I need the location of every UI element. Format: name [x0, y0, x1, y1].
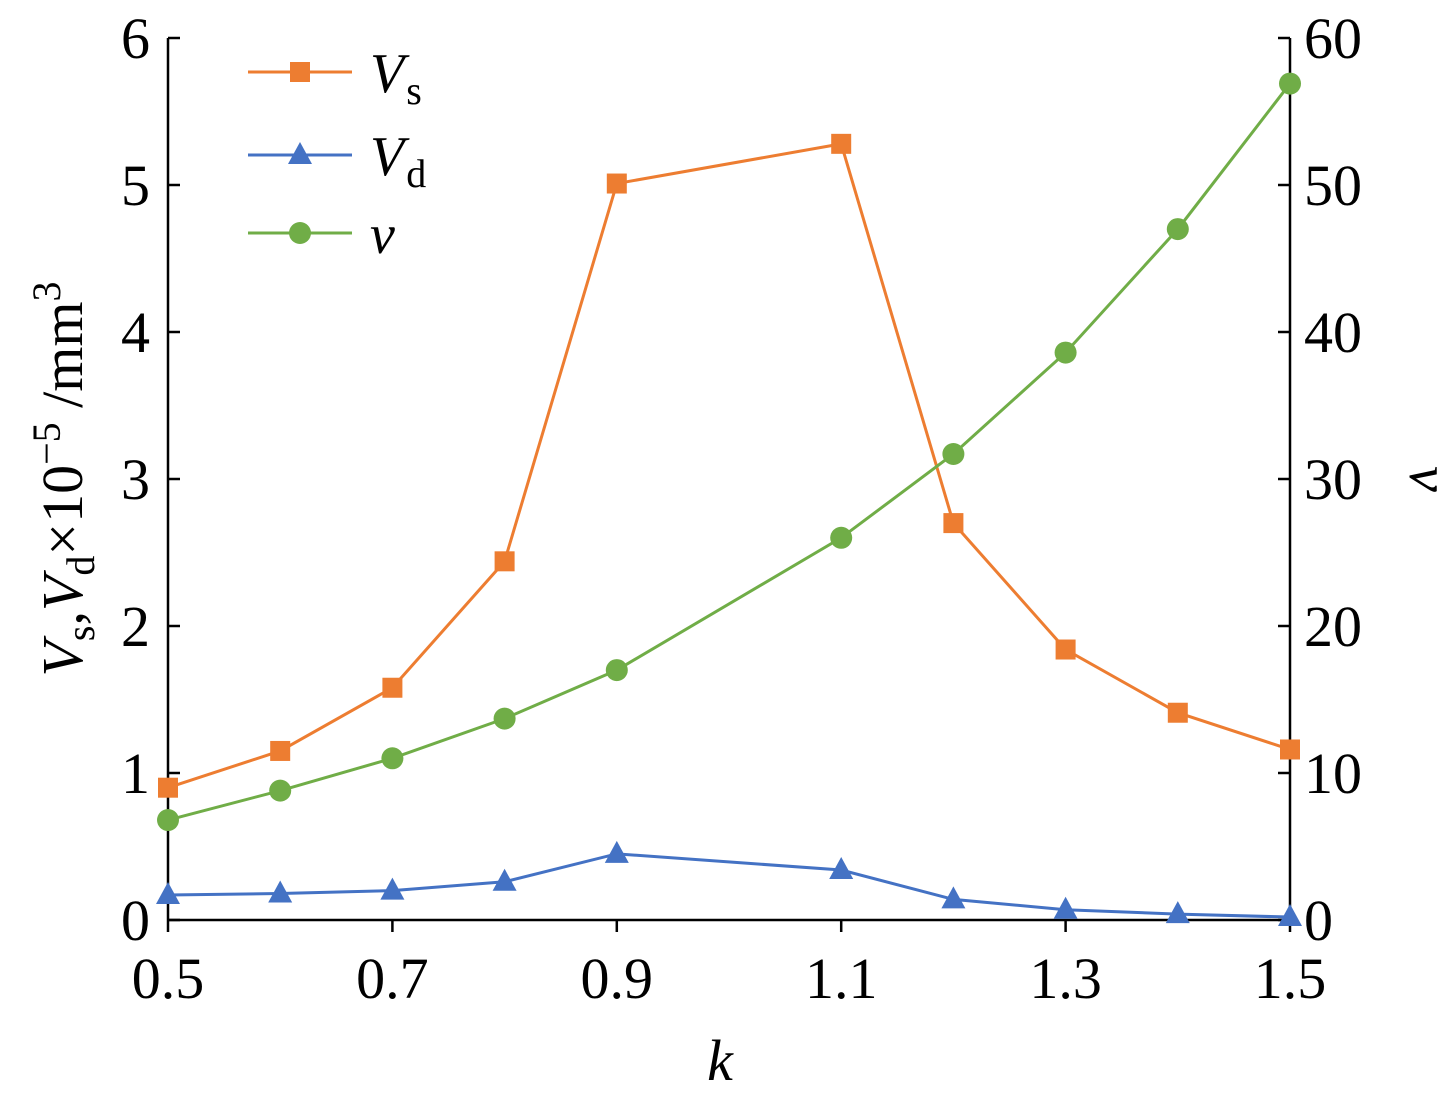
- data-point: [1278, 904, 1302, 927]
- data-point: [1280, 739, 1300, 760]
- series-line: [167, 82, 1292, 822]
- y-axis-left-label-part: V: [30, 569, 95, 611]
- y-axis-left-label-part: −5: [24, 422, 69, 465]
- data-point: [1167, 702, 1188, 723]
- y-axis-left-label-part: s: [58, 626, 103, 642]
- y-left-tick-label: 4: [121, 300, 150, 365]
- series-line: [167, 852, 1291, 919]
- data-point: [1166, 218, 1189, 241]
- data-point: [604, 840, 629, 863]
- y-axis-left-label-part: /mm: [30, 301, 95, 422]
- legend-label-symbol: ν: [370, 204, 395, 266]
- y-left-tick-label: 0: [121, 888, 150, 953]
- x-axis-label: k: [707, 1028, 734, 1093]
- y-axis-left-label-part: d: [58, 556, 103, 576]
- legend-marker: [289, 222, 311, 244]
- data-point: [494, 551, 515, 572]
- data-point: [942, 443, 965, 466]
- legend-label-subscript: s: [406, 68, 422, 113]
- x-tick-label: 1.3: [1029, 946, 1102, 1011]
- data-point: [493, 707, 516, 730]
- data-point: [380, 877, 405, 900]
- data-point: [1053, 896, 1078, 919]
- series--2: [157, 72, 1301, 832]
- data-point: [941, 886, 966, 909]
- y-left-tick-label: 3: [121, 447, 150, 512]
- legend-label: Vs: [370, 43, 422, 113]
- x-tick-label: 0.5: [132, 946, 205, 1011]
- data-point: [157, 809, 179, 832]
- legend-label-subscript: d: [406, 151, 426, 196]
- data-point: [830, 526, 853, 549]
- legend-label-symbol: V: [370, 43, 410, 105]
- y-axis-right-label: ν: [1397, 466, 1438, 492]
- y-right-tick-label: 30: [1304, 447, 1362, 512]
- legend-item: Vs: [248, 43, 422, 113]
- y-axis-left-label-part: V: [30, 635, 95, 677]
- x-tick-label: 0.9: [581, 946, 654, 1011]
- data-point: [382, 677, 403, 698]
- legend-item: Vd: [248, 126, 426, 196]
- series-line: [167, 142, 1291, 790]
- x-tick-label: 1.1: [805, 946, 878, 1011]
- y-right-tick-label: 40: [1304, 300, 1362, 365]
- data-point: [1165, 901, 1190, 924]
- y-axis-left-label-part: ,: [30, 611, 95, 626]
- data-point: [1054, 341, 1077, 364]
- legend-label-symbol: V: [370, 126, 410, 188]
- y-left-tick-label: 2: [121, 594, 150, 659]
- x-tick-label: 1.5: [1254, 946, 1327, 1011]
- data-point: [606, 173, 627, 194]
- data-point: [605, 659, 628, 682]
- y-right-tick-label: 10: [1304, 741, 1362, 806]
- data-point: [1055, 639, 1076, 660]
- data-point: [269, 779, 292, 802]
- y-axis-left-label-part: 3: [24, 281, 69, 301]
- y-axis-left-label-part: ×10: [30, 465, 95, 556]
- y-right-tick-label: 50: [1304, 153, 1362, 218]
- y-left-tick-label: 6: [121, 6, 150, 71]
- data-point: [829, 857, 854, 880]
- data-point: [381, 747, 404, 770]
- y-right-tick-label: 20: [1304, 594, 1362, 659]
- y-right-tick-label: 0: [1304, 888, 1333, 953]
- legend-marker: [290, 62, 310, 82]
- data-point: [492, 868, 517, 891]
- y-left-tick-label: 5: [121, 153, 150, 218]
- data-point: [158, 777, 178, 798]
- series-layer: [156, 72, 1302, 927]
- legend-marker: [288, 142, 312, 164]
- axis-labels: kνVs,Vd×10−5 /mm3: [24, 281, 1438, 1093]
- y-left-tick-label: 1: [121, 741, 150, 806]
- data-point: [268, 880, 293, 903]
- data-point: [943, 513, 964, 534]
- data-point: [270, 740, 291, 761]
- legend-label: ν: [370, 204, 395, 266]
- series-Vs-0: [158, 133, 1300, 798]
- x-tick-label: 0.7: [356, 946, 429, 1011]
- y-right-tick-label: 60: [1304, 6, 1362, 71]
- legend-item: ν: [248, 204, 395, 266]
- y-axis-left-label: Vs,Vd×10−5 /mm3: [24, 281, 103, 676]
- data-point: [1279, 72, 1301, 95]
- data-point: [156, 882, 180, 905]
- series-Vd-1: [156, 840, 1302, 927]
- data-point: [831, 133, 852, 154]
- legend-label: Vd: [370, 126, 426, 196]
